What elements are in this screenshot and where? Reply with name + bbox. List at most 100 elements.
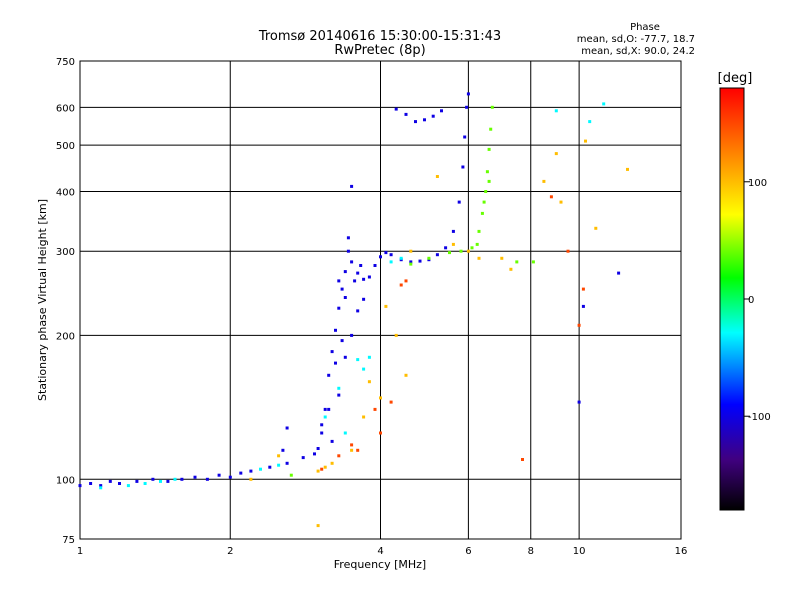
colorbar xyxy=(719,87,745,511)
data-point xyxy=(346,236,350,240)
data-point xyxy=(418,259,422,263)
data-point xyxy=(78,484,82,488)
x-tick-label: 8 xyxy=(528,546,534,557)
data-point xyxy=(475,242,479,246)
data-point xyxy=(316,524,320,528)
data-point xyxy=(414,120,417,124)
data-point xyxy=(320,431,324,435)
data-point xyxy=(384,251,388,255)
data-point xyxy=(542,179,546,183)
data-point xyxy=(409,249,413,253)
y-tick-label: 500 xyxy=(56,141,75,152)
data-point xyxy=(389,400,393,404)
data-point xyxy=(362,297,366,301)
data-point xyxy=(217,473,221,477)
data-point xyxy=(323,407,327,411)
data-point xyxy=(440,109,443,113)
data-point xyxy=(359,264,363,267)
data-point xyxy=(249,469,253,473)
grid-lines xyxy=(80,61,681,539)
data-point xyxy=(444,246,448,250)
data-point xyxy=(313,452,316,456)
x-tick-label: 4 xyxy=(377,546,383,557)
data-point xyxy=(143,482,147,485)
data-point xyxy=(554,109,558,113)
data-point xyxy=(367,355,371,359)
data-point xyxy=(350,333,354,337)
data-point xyxy=(343,431,347,435)
data-point xyxy=(205,477,209,481)
data-point xyxy=(330,350,334,354)
data-point xyxy=(350,260,354,264)
x-tick-label: 16 xyxy=(675,546,688,557)
data-point xyxy=(89,482,93,485)
data-point xyxy=(356,358,360,362)
data-point xyxy=(166,479,170,483)
data-point xyxy=(554,152,558,156)
data-point xyxy=(367,275,371,279)
colorbar-tick-label: 0 xyxy=(748,295,754,306)
data-point xyxy=(389,253,393,257)
data-point xyxy=(362,415,366,419)
data-point xyxy=(500,256,504,260)
y-tick-label: 75 xyxy=(62,535,75,546)
data-point xyxy=(431,114,435,118)
x-tick-label: 10 xyxy=(573,546,586,557)
data-point xyxy=(404,373,408,377)
data-point xyxy=(356,271,360,275)
data-point xyxy=(343,355,347,359)
data-point xyxy=(451,229,455,233)
data-point xyxy=(404,112,408,116)
x-tick-label: 2 xyxy=(227,546,233,557)
data-point xyxy=(193,475,197,479)
colorbar-tick-label: 100 xyxy=(748,178,767,189)
data-point xyxy=(239,471,243,475)
data-point xyxy=(259,467,262,471)
chart-title: Tromsø 20140616 15:30:00-15:31:43 xyxy=(258,29,501,44)
x-tick-label: 1 xyxy=(77,546,83,557)
data-point xyxy=(173,477,177,481)
data-point xyxy=(268,465,272,469)
data-point xyxy=(394,333,398,337)
data-point xyxy=(487,179,491,183)
data-point xyxy=(356,448,360,452)
data-point xyxy=(316,469,320,473)
data-point xyxy=(594,226,598,230)
data-point xyxy=(577,323,581,327)
data-point xyxy=(602,102,606,106)
data-point xyxy=(427,256,431,260)
data-point xyxy=(459,249,463,253)
data-point xyxy=(277,463,281,467)
data-point xyxy=(484,190,488,193)
data-point xyxy=(389,260,393,264)
data-point xyxy=(409,262,413,266)
data-point xyxy=(577,400,581,404)
stats-heading: Phase xyxy=(630,22,660,33)
data-point xyxy=(480,211,484,215)
data-point xyxy=(531,260,535,264)
data-point xyxy=(367,380,371,384)
data-point xyxy=(617,271,621,275)
data-point xyxy=(379,431,382,435)
data-point xyxy=(108,479,112,483)
chart-subtitle: RwPretec (8p) xyxy=(334,43,425,58)
data-point xyxy=(151,477,155,481)
stats-x: mean, sd,X: 90.0, 24.2 xyxy=(581,46,695,57)
data-point xyxy=(316,447,320,450)
data-point xyxy=(423,118,426,122)
data-point xyxy=(566,249,570,253)
colorbar-label: [deg] xyxy=(718,71,753,86)
data-point xyxy=(588,120,592,124)
data-point xyxy=(343,270,347,274)
data-point xyxy=(249,477,253,481)
data-point xyxy=(346,249,350,253)
stats-o: mean, sd,O: -77.7, 18.7 xyxy=(577,34,695,45)
data-point xyxy=(118,482,121,485)
data-point xyxy=(509,267,513,271)
y-tick-label: 600 xyxy=(56,103,75,114)
data-point xyxy=(350,184,354,188)
colorbar-tick-label: -100 xyxy=(748,412,771,423)
data-point xyxy=(350,443,354,447)
data-point xyxy=(320,467,324,471)
